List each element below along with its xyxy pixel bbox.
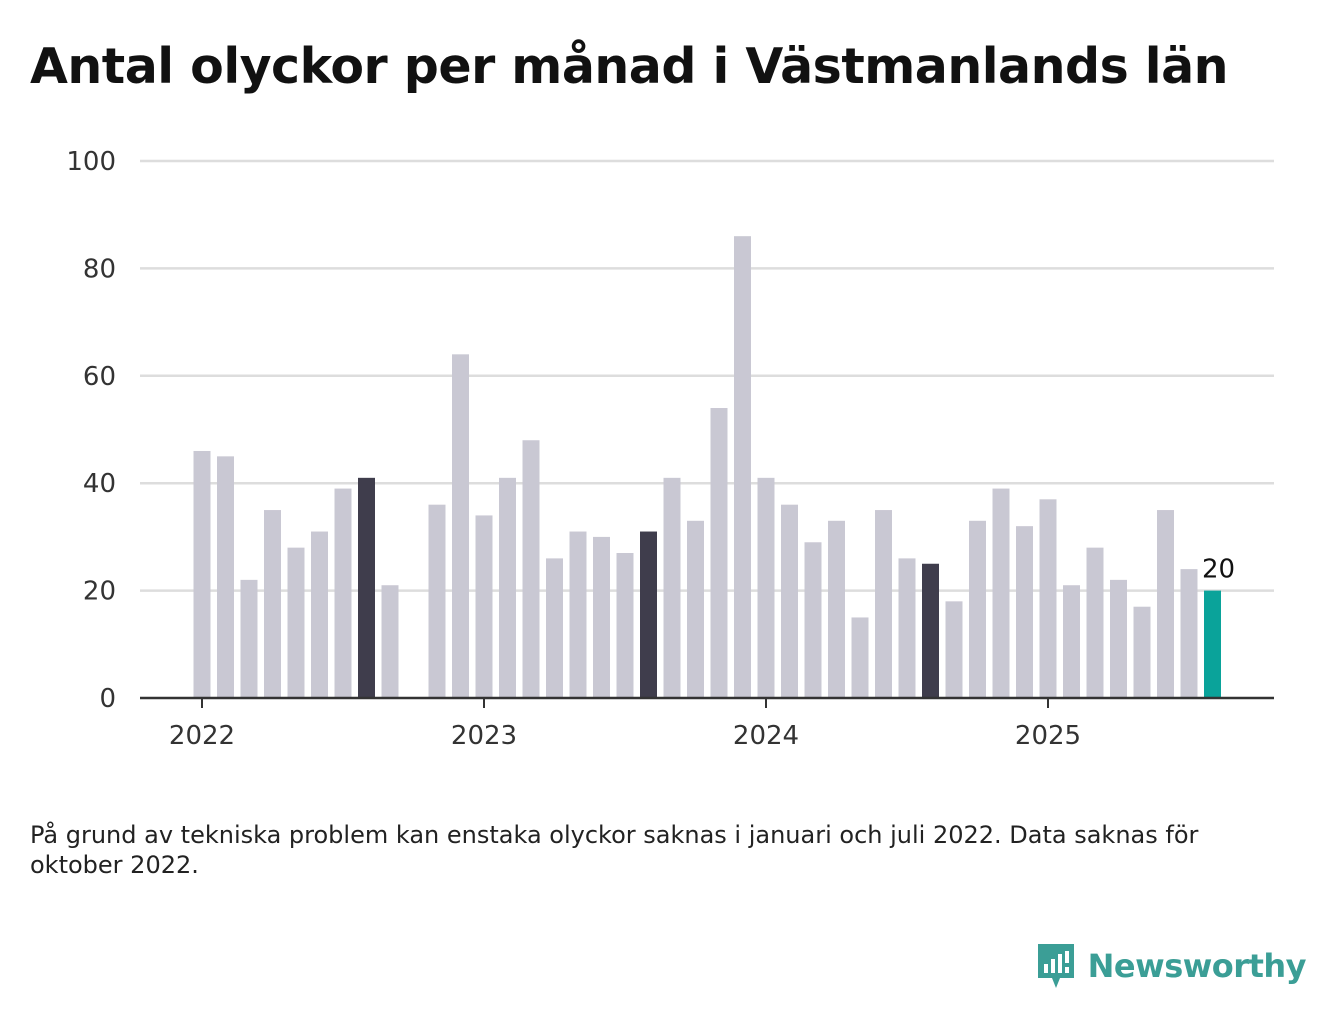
bar-2023-11 (710, 408, 728, 698)
bar-2024-04 (828, 520, 845, 698)
bar-2023-05 (569, 531, 587, 698)
bar-2024-07 (898, 558, 916, 698)
bar-2025-06 (1157, 510, 1174, 698)
bar-2024-02 (781, 504, 798, 698)
bar-2022-09 (381, 585, 399, 698)
bar-2024-11 (992, 488, 1010, 698)
brand-name: Newsworthy (1087, 947, 1307, 985)
y-tick-label-40: 40 (83, 469, 116, 499)
bar-2025-08 (1204, 590, 1221, 698)
y-tick-label-0: 0 (99, 684, 116, 714)
bar-2023-12 (734, 236, 751, 698)
bar-2023-04 (546, 558, 563, 698)
y-tick-label-20: 20 (83, 577, 116, 607)
bar-2024-12 (1016, 526, 1033, 698)
y-tick-label-100: 100 (66, 147, 116, 177)
bar-2024-05 (851, 617, 869, 698)
data-labels: 20 (1202, 555, 1235, 585)
bar-2025-02 (1063, 585, 1080, 698)
data-label-2025-08: 20 (1202, 555, 1235, 585)
x-axis-tick-labels: 2022 2023 2024 2025 (169, 721, 1081, 751)
bar-2023-10 (687, 520, 704, 698)
bar-2022-11 (428, 504, 446, 698)
bar-2025-07 (1180, 569, 1198, 698)
bar-2023-01 (475, 515, 493, 698)
bar-2022-02 (217, 456, 234, 698)
bar-2025-04 (1110, 579, 1127, 698)
bar-2024-01 (757, 477, 775, 698)
bar-2025-05 (1133, 606, 1151, 698)
x-tick-label-2023: 2023 (451, 721, 517, 751)
bar-2023-09 (663, 477, 681, 698)
bar-2022-03 (240, 579, 258, 698)
bar-2024-06 (875, 510, 892, 698)
x-tick-label-2025: 2025 (1015, 721, 1081, 751)
bar-2022-08 (358, 477, 375, 698)
bar-2022-12 (452, 354, 469, 698)
bar-2023-08 (640, 531, 657, 698)
bar-2022-06 (311, 531, 328, 698)
bar-2022-05 (287, 547, 305, 698)
bar-2023-02 (499, 477, 516, 698)
bar-2022-01 (193, 450, 211, 698)
bar-2024-03 (804, 542, 822, 698)
y-tick-label-80: 80 (83, 254, 116, 284)
footnote: På grund av tekniska problem kan enstaka… (30, 821, 1199, 879)
newsworthy-logo[interactable]: Newsworthy (1036, 942, 1307, 990)
bar-2023-07 (616, 553, 634, 698)
x-tick-label-2024: 2024 (733, 721, 799, 751)
bars (193, 236, 1221, 698)
bar-2024-08 (922, 563, 939, 698)
newsworthy-logo-icon (1037, 944, 1074, 988)
gridlines (140, 159, 1274, 592)
bar-2022-07 (334, 488, 352, 698)
bar-2025-01 (1039, 499, 1057, 698)
bar-2023-06 (593, 536, 610, 698)
x-tick-label-2022: 2022 (169, 721, 235, 751)
x-axis (140, 696, 1274, 708)
y-axis-tick-labels: 0 20 40 60 80 100 (66, 147, 116, 714)
bar-2025-03 (1086, 547, 1104, 698)
bar-2023-03 (522, 440, 540, 698)
bar-2022-04 (264, 510, 281, 698)
bar-2024-09 (945, 601, 963, 698)
bar-2024-10 (969, 520, 986, 698)
y-tick-label-60: 60 (83, 362, 116, 392)
bar-chart: 0 20 40 60 80 100 2022 2023 2024 2025 20 (66, 147, 1274, 751)
chart-title: Antal olyckor per månad i Västmanlands l… (30, 38, 1229, 95)
